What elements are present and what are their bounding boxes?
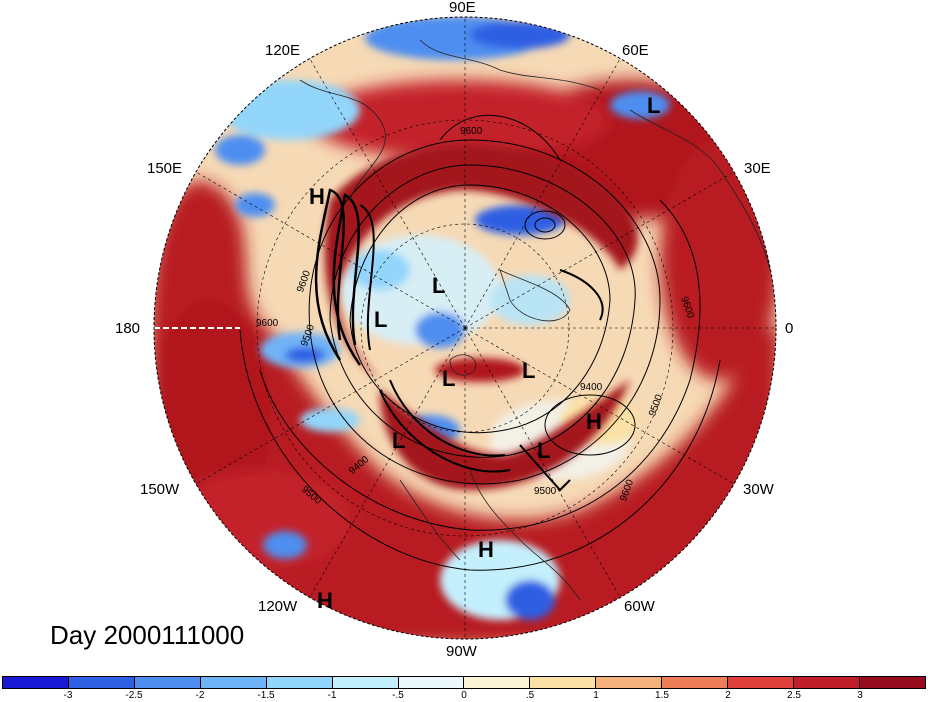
map-boundary <box>153 16 777 640</box>
colorbar-tick-label: 1 <box>593 690 599 701</box>
anomaly-field <box>154 17 776 639</box>
colorbar-tick-label: .5 <box>525 690 535 701</box>
colorbar <box>2 676 926 689</box>
coastlines <box>299 39 771 601</box>
lon-label-120w: 120W <box>258 598 298 615</box>
colorbar-swatch <box>134 677 201 688</box>
colorbar-swatch <box>398 677 465 688</box>
high-pressure-marker: H <box>586 409 602 434</box>
low-pressure-marker: L <box>432 273 446 298</box>
colorbar-tick-label: 2 <box>725 690 731 701</box>
high-pressure-marker: H <box>317 588 333 613</box>
lon-label-90e: 90E <box>449 0 476 16</box>
colorbar-tick-label: -2 <box>195 690 205 701</box>
lon-label-60w: 60W <box>624 598 655 615</box>
colorbar-swatch <box>596 677 663 688</box>
colorbar-swatch <box>464 677 531 688</box>
colorbar-tick-label: 0 <box>461 690 467 701</box>
lon-label-0: 0 <box>785 320 794 337</box>
low-pressure-marker: L <box>374 307 388 332</box>
low-pressure-marker: L <box>442 366 456 391</box>
colorbar-swatch <box>200 677 267 688</box>
low-pressure-marker: L <box>647 93 661 118</box>
lon-label-150e: 150E <box>147 160 183 177</box>
lon-label-30e: 30E <box>744 160 771 177</box>
lon-label-90w: 90W <box>446 643 477 660</box>
colorbar-swatch <box>859 677 925 688</box>
lon-label-180: 180 <box>115 320 141 337</box>
lon-label-150w: 150W <box>140 481 180 498</box>
colorbar-tick-label: 3 <box>857 690 863 701</box>
colorbar-swatch <box>662 677 729 688</box>
contour-label: 9400 <box>580 382 603 393</box>
colorbar-swatch <box>530 677 597 688</box>
contour-label: 9600 <box>256 318 279 329</box>
colorbar-swatch <box>332 677 399 688</box>
colorbar-swatch <box>3 677 69 688</box>
colorbar-tick-label: -3 <box>63 690 73 701</box>
contour-label: 9600 <box>460 126 483 137</box>
colorbar-tick-label: 2.5 <box>787 690 801 701</box>
lon-label-30w: 30W <box>743 481 774 498</box>
colorbar-swatch <box>728 677 795 688</box>
high-pressure-marker: H <box>309 184 325 209</box>
colorbar-swatch <box>266 677 333 688</box>
height-contours <box>239 114 721 571</box>
colorbar-tick-label: 1.5 <box>655 690 669 701</box>
colorbar-tick-labels: -3 -2.5 -2 -1.5 -1 -.5 0 .5 1 1.5 2 2.5 3 <box>2 690 926 702</box>
low-pressure-marker: L <box>522 358 536 383</box>
lon-label-120e: 120E <box>265 42 301 59</box>
lon-label-60e: 60E <box>622 42 649 59</box>
colorbar-tick-label: -.5 <box>392 690 404 701</box>
colorbar-tick-label: -2.5 <box>125 690 143 701</box>
polar-stereographic-map <box>153 16 777 640</box>
day-label: Day 2000111000 <box>50 620 245 650</box>
colorbar-swatch <box>68 677 135 688</box>
low-pressure-marker: L <box>537 438 551 463</box>
colorbar-tick-label: -1.5 <box>257 690 275 701</box>
high-pressure-marker: H <box>478 537 494 562</box>
colorbar-tick-label: -1 <box>327 690 337 701</box>
colorbar-swatch <box>794 677 860 688</box>
low-pressure-marker: L <box>392 428 406 453</box>
contour-label: 9500 <box>534 486 557 497</box>
graticule <box>195 17 776 639</box>
